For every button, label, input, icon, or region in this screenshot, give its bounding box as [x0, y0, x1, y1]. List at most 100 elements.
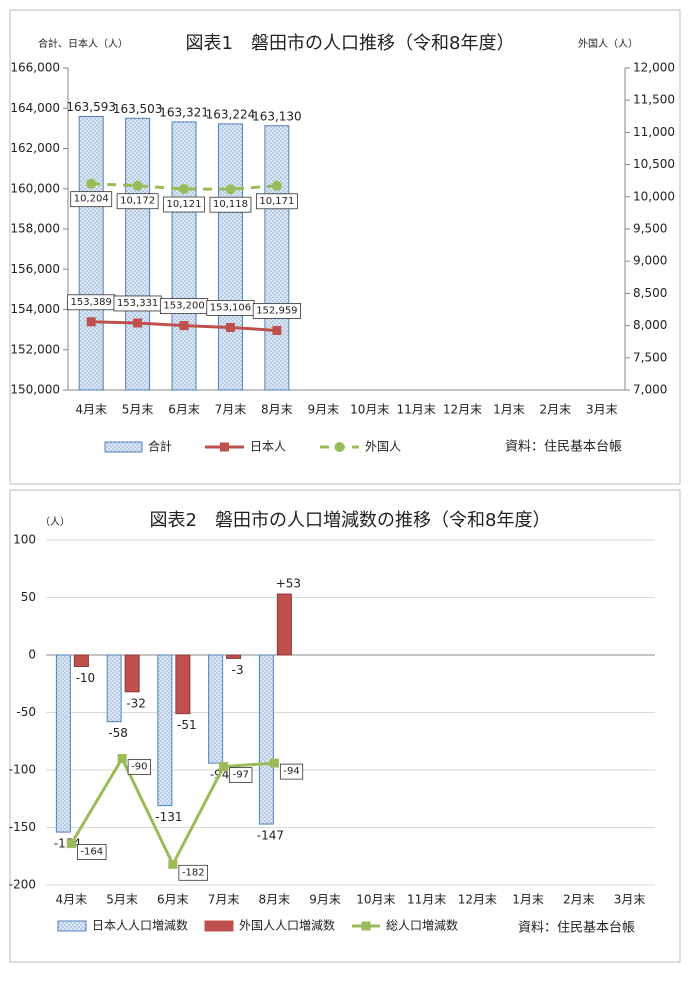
source-note: 資料：住民基本台帳 [505, 440, 622, 455]
y2-tick-label: 10,000 [633, 189, 675, 203]
y2-tick-label: 8,500 [633, 286, 667, 300]
data-label: 152,959 [256, 305, 297, 316]
data-label: -164 [80, 847, 103, 858]
label-box [209, 196, 252, 213]
bar [124, 654, 140, 693]
bar [55, 654, 71, 833]
x-tick-label: 9月末 [309, 893, 341, 907]
y2-tick-label: 10,500 [633, 157, 675, 171]
x-tick-label: 10月末 [350, 403, 389, 417]
y-tick-label: 0 [28, 648, 36, 662]
y2-tick-label: 12,000 [633, 61, 675, 75]
bar [276, 593, 292, 656]
label-box [178, 864, 208, 881]
bar [157, 654, 173, 807]
legend-swatch [204, 920, 234, 932]
label-box [127, 759, 151, 775]
data-label: 163,321 [159, 105, 209, 119]
chart-frame [9, 489, 681, 963]
legend-label: 合計 [148, 439, 172, 454]
data-point [272, 325, 282, 335]
data-label: -3 [232, 663, 244, 677]
legend-swatch [57, 920, 87, 932]
data-label: -147 [257, 829, 284, 843]
legend-marker [334, 442, 345, 452]
x-tick-label: 6月末 [168, 403, 200, 417]
data-label: 153,331 [117, 298, 158, 309]
data-label: -51 [177, 718, 197, 732]
y-tick-label: -50 [16, 705, 36, 719]
label-box [279, 763, 304, 780]
data-label: 153,106 [210, 302, 251, 313]
data-label: 10,118 [213, 199, 248, 210]
y-tick-label: -100 [9, 763, 36, 777]
data-label: 10,121 [167, 199, 202, 210]
bar [258, 654, 274, 825]
bar [175, 654, 191, 715]
data-point [132, 180, 143, 191]
legend-label: 外国人人口増減数 [239, 918, 335, 933]
x-tick-label: 11月末 [407, 893, 446, 907]
y-axis-label: 合計、日本人（人） [38, 37, 128, 50]
x-tick-label: 6月末 [157, 893, 189, 907]
data-point [271, 180, 282, 191]
label-box [163, 196, 205, 213]
legend-label: 日本人人口増減数 [92, 918, 188, 933]
label-box [252, 303, 301, 319]
x-tick-label: 8月末 [261, 403, 293, 417]
x-tick-label: 5月末 [122, 403, 154, 417]
x-tick-label: 5月末 [106, 893, 138, 907]
data-label: -182 [182, 867, 205, 878]
y-tick-label: -200 [9, 878, 36, 892]
label-box [116, 193, 159, 210]
x-tick-label: 9月末 [307, 403, 339, 417]
y-tick-label: 158,000 [10, 222, 60, 236]
bar [78, 115, 104, 391]
y-tick-label: 164,000 [10, 101, 60, 115]
x-tick-label: 7月末 [215, 403, 247, 417]
x-tick-label: 3月末 [614, 893, 646, 907]
data-label: -32 [126, 696, 146, 710]
data-label: 10,171 [259, 196, 294, 207]
bar [125, 117, 151, 391]
legend-marker [220, 442, 229, 452]
y-tick-label: 156,000 [10, 262, 60, 276]
label-box [229, 767, 253, 783]
legend-label: 日本人 [250, 440, 286, 454]
data-label: 153,200 [163, 301, 204, 312]
data-label: +53 [276, 577, 301, 591]
y-tick-label: 160,000 [10, 181, 60, 195]
data-point [179, 321, 189, 331]
data-label: -58 [108, 726, 128, 740]
source-note: 資料：住民基本台帳 [518, 921, 635, 936]
x-tick-label: 3月末 [586, 403, 618, 417]
y-tick-label: 154,000 [10, 302, 60, 316]
y-tick-label: -150 [9, 820, 36, 834]
data-point [66, 839, 76, 849]
bar [171, 121, 197, 391]
y-tick-label: 150,000 [10, 383, 60, 397]
y-tick-label: 166,000 [10, 61, 60, 75]
data-label: -131 [155, 810, 182, 824]
y-tick-label: 50 [21, 590, 36, 604]
data-point [86, 178, 97, 189]
x-tick-label: 2月末 [540, 403, 572, 417]
bar [106, 654, 122, 723]
data-label: -97 [233, 770, 249, 781]
y-tick-label: 152,000 [10, 342, 60, 356]
data-label: 153,389 [71, 297, 112, 308]
y-tick-label: 100 [13, 533, 36, 547]
legend-marker [361, 921, 371, 931]
data-label: -10 [76, 671, 96, 685]
x-tick-label: 1月末 [493, 403, 525, 417]
data-label: 10,172 [120, 196, 155, 207]
data-point [269, 758, 279, 768]
chart-title: 図表2 磐田市の人口増減数の推移（令和8年度） [150, 510, 551, 531]
legend-swatch [104, 441, 143, 453]
bar [226, 654, 242, 659]
y-tick-label: 162,000 [10, 141, 60, 155]
x-tick-label: 7月末 [208, 893, 240, 907]
y-axis-label: （人） [40, 516, 70, 528]
bar [264, 125, 290, 391]
x-tick-label: 11月末 [396, 403, 435, 417]
